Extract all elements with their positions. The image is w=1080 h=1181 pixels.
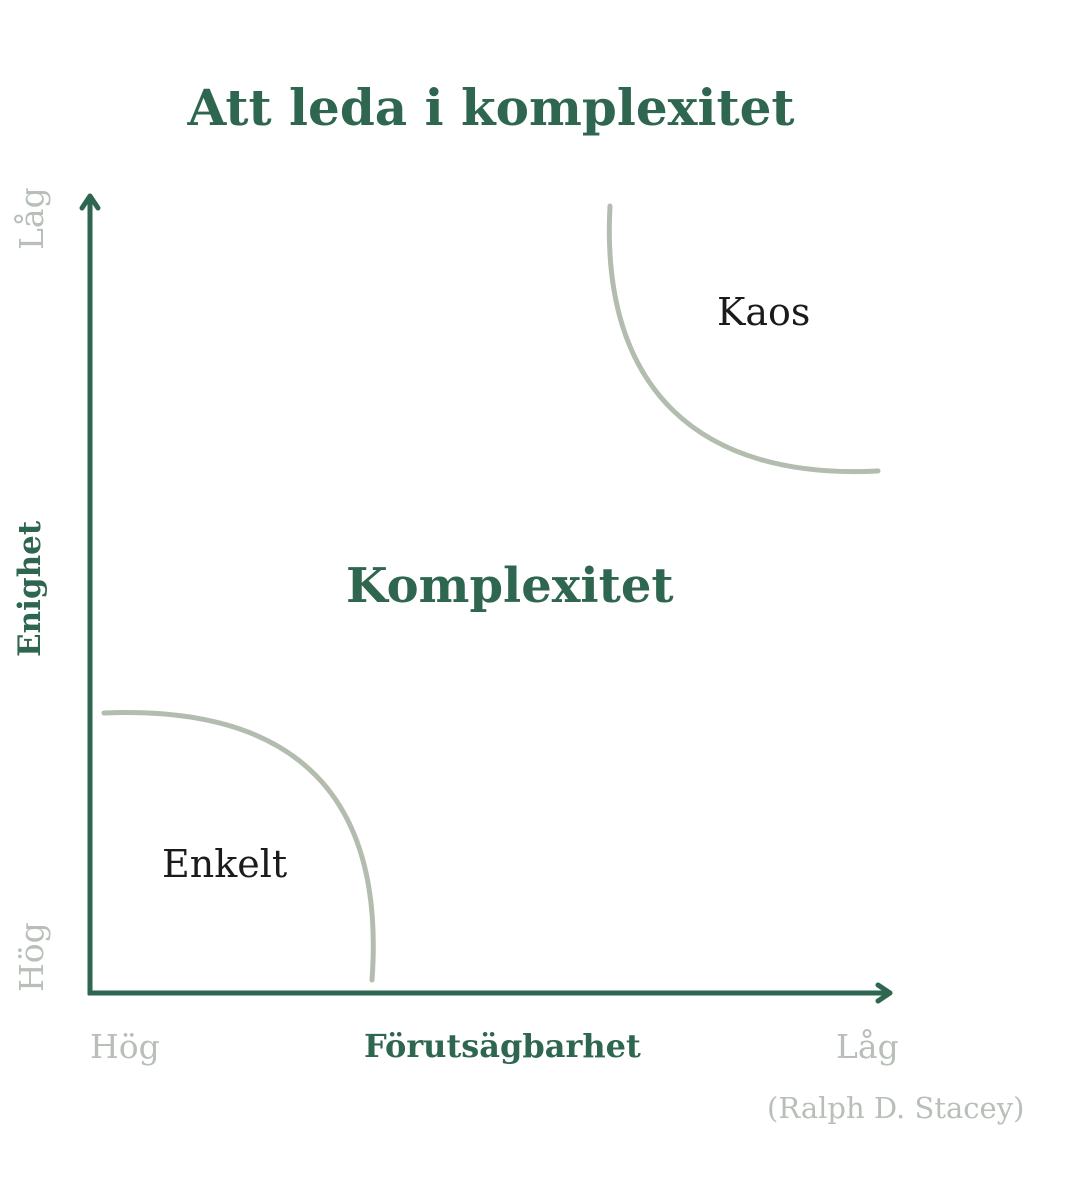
region-label-simple: Enkelt	[162, 842, 288, 886]
x-axis-title: Förutsägbarhet	[364, 1027, 641, 1065]
y-axis-arrowhead	[79, 193, 101, 211]
y-axis-high-end-label: Låg	[12, 187, 51, 250]
y-axis-title: Enighet	[12, 520, 48, 657]
x-axis-low-end-label: Hög	[90, 1027, 160, 1066]
region-label-chaos: Kaos	[717, 290, 811, 334]
chaos-zone-boundary	[606, 203, 881, 475]
y-axis-low-end-label: Hög	[12, 922, 51, 992]
source-attribution: (Ralph D. Stacey)	[767, 1091, 1025, 1125]
x-axis-high-end-label: Låg	[836, 1027, 899, 1066]
diagram-title: Att leda i komplexitet	[187, 78, 795, 137]
simple-zone-boundary	[101, 710, 376, 983]
region-label-complex: Komplexitet	[346, 558, 674, 614]
x-axis-arrowhead	[875, 982, 893, 1004]
